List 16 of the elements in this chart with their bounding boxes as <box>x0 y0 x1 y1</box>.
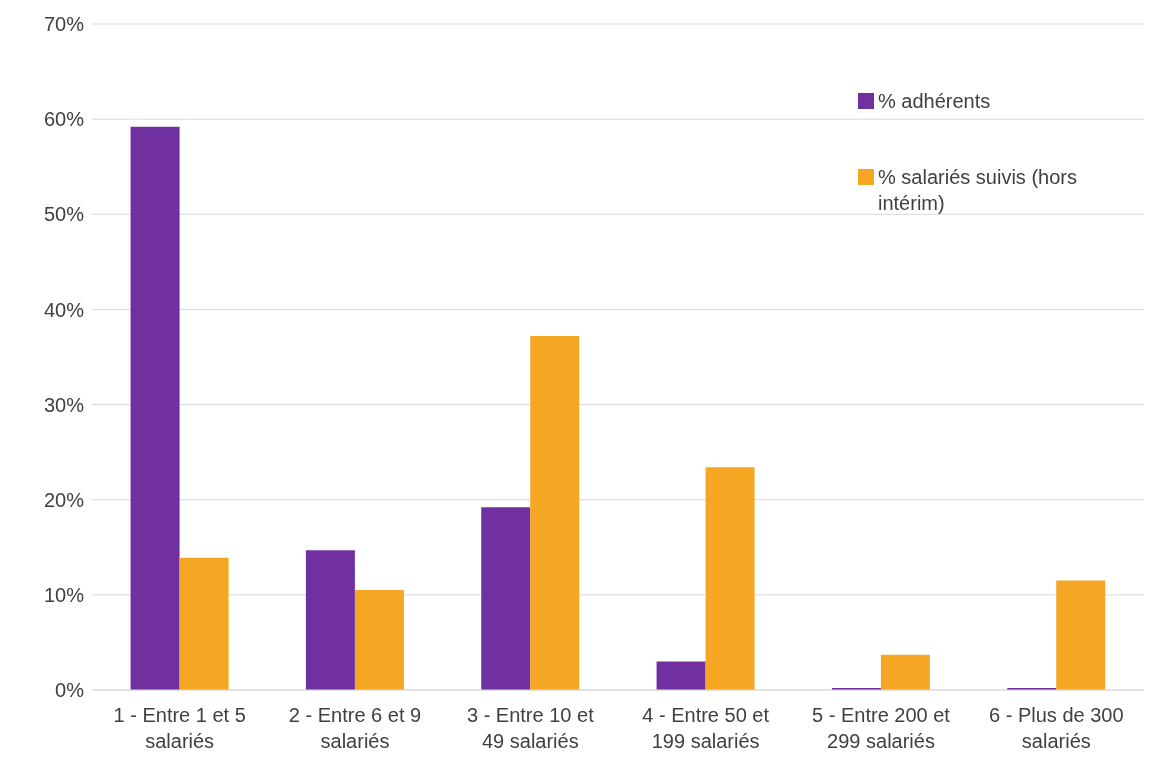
y-tick-label: 60% <box>43 108 85 131</box>
x-tick-label: 4 - Entre 50 et 199 salariés <box>642 704 770 752</box>
y-tick-label: 70% <box>43 13 85 36</box>
y-tick-label: 10% <box>43 583 85 606</box>
legend-label: % adhérents <box>878 89 991 114</box>
x-tick-label: 2 - Entre 6 et 9 salariés <box>288 704 422 752</box>
y-tick-label: 40% <box>43 298 85 321</box>
x-tick-label: 5 - Entre 200 et 299 salariés <box>812 704 951 752</box>
y-tick-label: 20% <box>43 488 85 511</box>
x-tick-label: 1 - Entre 1 et 5 salariés <box>113 704 246 752</box>
legend-label: % salariés suivis (hors intérim) <box>878 165 1078 216</box>
x-tick-label: 6 - Plus de 300 salariés <box>989 704 1124 752</box>
x-tick-label: 3 - Entre 10 et 49 salariés <box>466 704 595 752</box>
y-tick-label: 30% <box>43 393 85 416</box>
y-tick-label: 0% <box>55 679 85 702</box>
y-tick-label: 50% <box>43 203 85 226</box>
